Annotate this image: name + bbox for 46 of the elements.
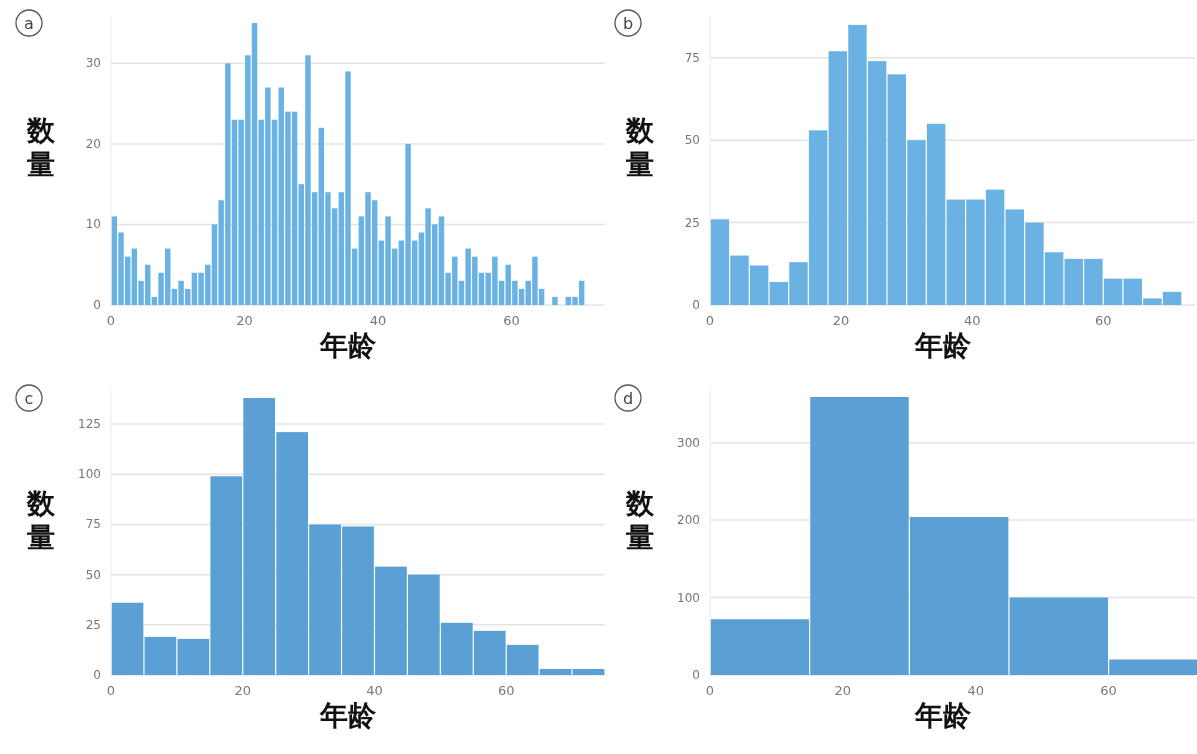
- x-tick-label: 60: [1100, 683, 1117, 698]
- y-tick-label: 30: [85, 56, 101, 71]
- y-tick-label: 25: [684, 215, 700, 230]
- y-tick-label: 20: [85, 136, 101, 151]
- y-tick-label: 75: [85, 517, 101, 532]
- y-tick-label: 50: [85, 567, 101, 582]
- x-axis-title: 年龄: [319, 329, 377, 362]
- x-tick-label: 40: [967, 683, 985, 698]
- y-axis-title: 数量: [625, 486, 655, 554]
- x-tick-label: 40: [366, 683, 383, 698]
- x-tick-label: 60: [503, 313, 520, 328]
- x-tick-label: 0: [705, 313, 715, 328]
- y-tick-label: 0: [692, 298, 700, 312]
- y-tick-label: 0: [692, 668, 700, 682]
- x-tick-label: 20: [236, 313, 253, 328]
- x-axis-title: 年龄: [319, 699, 377, 732]
- y-tick-label: 125: [78, 417, 101, 432]
- x-tick-label: 0: [106, 313, 116, 328]
- y-tick-label: 100: [677, 590, 700, 605]
- text: c: [24, 389, 34, 408]
- y-tick-label: 200: [677, 513, 700, 528]
- y-axis-title: 数量: [26, 114, 56, 181]
- text: b: [622, 14, 634, 33]
- x-axis-title: 年龄: [913, 699, 972, 732]
- y-tick-label: 50: [684, 133, 700, 148]
- y-tick-label: 300: [677, 435, 700, 450]
- text: d: [622, 389, 634, 408]
- x-tick-label: 40: [369, 313, 387, 328]
- x-tick-label: 0: [106, 683, 116, 698]
- y-tick-label: 100: [78, 467, 101, 482]
- x-tick-label: 20: [234, 683, 252, 698]
- x-tick-label: 40: [963, 313, 981, 328]
- x-tick-label: 60: [1094, 313, 1112, 328]
- y-tick-label: 75: [684, 50, 700, 65]
- y-tick-label: 0: [93, 668, 101, 682]
- y-tick-label: 10: [85, 217, 101, 232]
- y-axis-title: 数量: [625, 114, 655, 181]
- x-tick-label: 20: [832, 313, 850, 328]
- text: a: [24, 14, 34, 33]
- x-tick-label: 60: [497, 683, 515, 698]
- y-tick-label: 25: [85, 617, 101, 632]
- x-tick-label: 20: [834, 683, 852, 698]
- x-tick-label: 0: [705, 683, 715, 698]
- x-axis-title: 年龄: [913, 329, 972, 362]
- y-tick-label: 0: [93, 298, 101, 312]
- y-axis-title: 数量: [26, 486, 56, 554]
